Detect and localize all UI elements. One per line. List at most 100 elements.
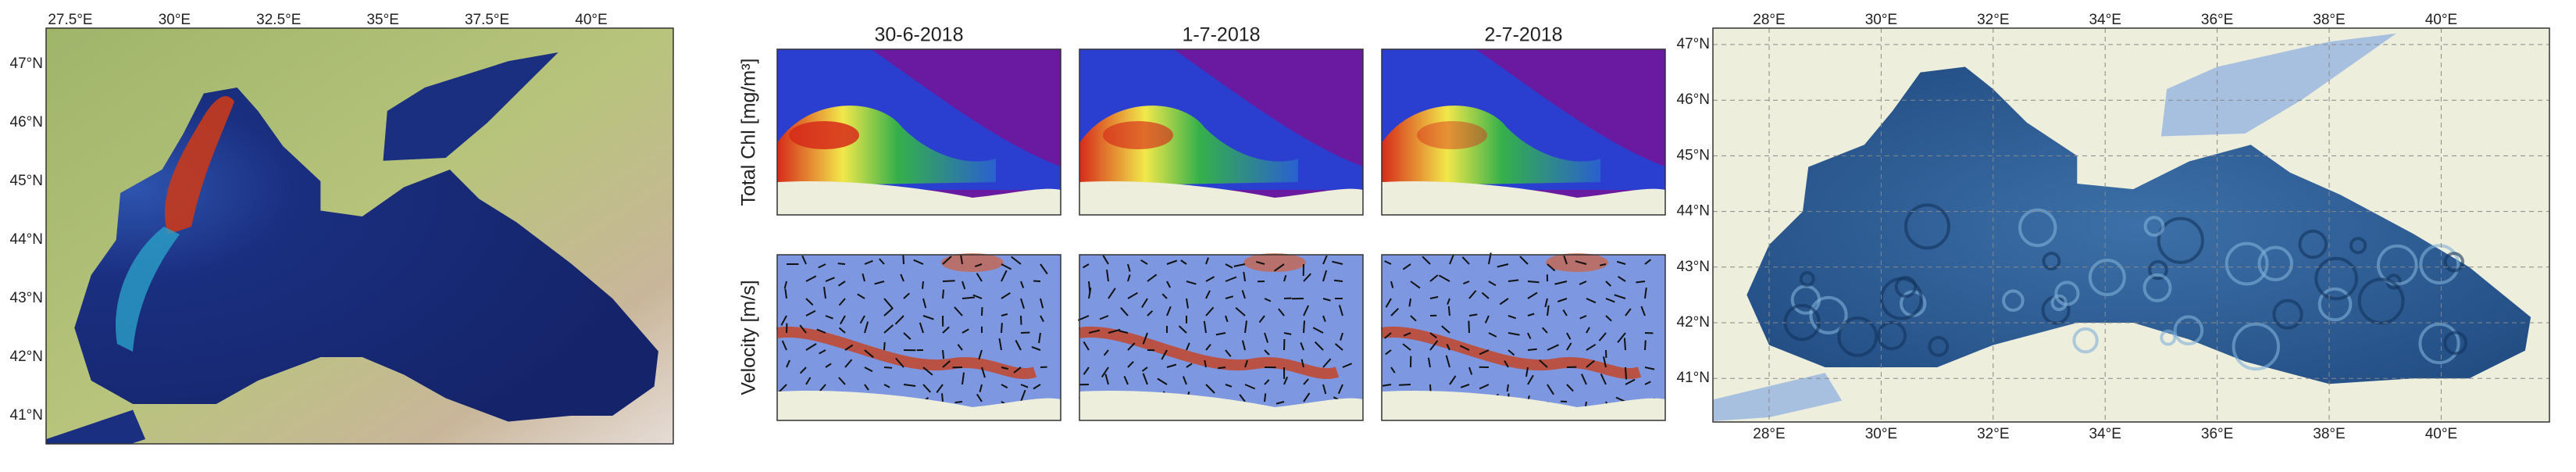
velocity-arrow xyxy=(823,286,826,299)
sea xyxy=(383,52,558,161)
velocity-arrow xyxy=(1390,367,1396,374)
chl-plume xyxy=(1382,105,1600,186)
velocity-arrow xyxy=(1384,260,1392,265)
velocity-arrow xyxy=(1243,271,1246,282)
x-tick-label: 34°E xyxy=(2089,12,2121,28)
velocity-arrow xyxy=(1225,276,1237,282)
vel-jet xyxy=(1078,326,1340,380)
velocity-arrow xyxy=(1525,367,1529,377)
eddy xyxy=(2376,244,2418,286)
velocity-arrow xyxy=(954,306,963,316)
velocity-arrow xyxy=(1385,349,1392,356)
row-label: Velocity [m/s] xyxy=(738,280,760,395)
y-tick-label: 47°N xyxy=(1677,36,1710,52)
x-tick-label: 30°E xyxy=(159,12,191,28)
eddy xyxy=(2072,327,2099,354)
date-label: 30-6-2018 xyxy=(875,24,964,46)
y-tick-label: 42°N xyxy=(1677,314,1710,331)
velocity-arrow xyxy=(1001,313,1008,316)
velocity-arrow xyxy=(1539,359,1548,368)
land xyxy=(1382,181,1665,215)
velocity-arrow xyxy=(883,341,886,351)
vel-hot xyxy=(1546,253,1608,272)
velocity-arrow xyxy=(1244,359,1248,368)
velocity-arrow xyxy=(1479,384,1490,390)
velocity-arrow xyxy=(825,277,835,282)
velocity-arrow xyxy=(1001,367,1009,370)
eddy xyxy=(2042,252,2061,271)
velocity-arrow xyxy=(1566,332,1572,340)
eddy xyxy=(2418,322,2460,365)
x-tick-label: 27.5°E xyxy=(48,12,92,28)
velocity-arrow xyxy=(894,315,904,325)
frame xyxy=(45,27,674,445)
velocity-arrow xyxy=(1507,279,1519,282)
eddy xyxy=(2002,289,2025,313)
velocity-arrow xyxy=(816,328,826,334)
y-tick-label: 42°N xyxy=(10,349,43,365)
velocity-arrow xyxy=(838,377,846,385)
velocity-arrow xyxy=(1180,259,1187,265)
velocity-arrow xyxy=(1644,287,1647,299)
velocity-arrow xyxy=(1119,330,1129,334)
velocity-arrow xyxy=(1544,298,1548,308)
velocity-arrow xyxy=(976,273,983,282)
velocity-arrow xyxy=(1390,307,1400,316)
velocity-arrow xyxy=(1625,308,1632,316)
y-tick-label: 46°N xyxy=(1677,91,1710,108)
velocity-arrow xyxy=(780,315,787,326)
velocity-arrow xyxy=(1636,281,1646,284)
velocity-arrow xyxy=(1001,263,1012,270)
velocity-arrow xyxy=(1244,384,1256,390)
velocity-arrow xyxy=(805,309,816,316)
velocity-arrow xyxy=(1566,384,1574,392)
velocity-arrow xyxy=(936,384,944,393)
velocity-arrow xyxy=(1186,342,1190,351)
velocity-arrow xyxy=(840,315,846,325)
y-tick-label: 47°N xyxy=(10,55,43,72)
velocity-arrow xyxy=(1429,274,1439,282)
eddy xyxy=(2050,294,2068,312)
velocity-arrow xyxy=(1586,359,1595,368)
velocity-arrow xyxy=(1566,342,1572,351)
velocity-arrow xyxy=(783,281,787,289)
velocity-arrow xyxy=(837,281,846,287)
velocity-arrow xyxy=(1020,389,1026,402)
velocity-arrow xyxy=(1040,263,1048,275)
velocity-arrow xyxy=(978,349,983,360)
velocity-arrow xyxy=(942,289,944,299)
velocity-arrow xyxy=(922,281,924,289)
frame xyxy=(776,48,1061,216)
velocity-arrow xyxy=(874,281,885,285)
velocity-arrow xyxy=(1106,269,1109,282)
velocity-arrow xyxy=(1615,396,1626,402)
map-body xyxy=(1713,28,2549,422)
velocity-arrow xyxy=(1459,345,1470,351)
sea xyxy=(1746,66,2531,384)
velocity-arrow xyxy=(1586,327,1590,334)
velocity-arrow xyxy=(1507,349,1515,356)
velocity-arrow xyxy=(974,263,983,268)
velocity-arrow xyxy=(1099,315,1109,320)
velocity-arrow xyxy=(1303,378,1309,385)
velocity-arrow xyxy=(805,377,812,385)
velocity-arrow xyxy=(1385,298,1392,308)
velocity-arrow xyxy=(1527,348,1537,351)
velocity-arrow xyxy=(981,367,986,378)
velocity-arrow xyxy=(1445,355,1450,368)
velocity-arrow xyxy=(942,326,950,334)
x-tick-label: 36°E xyxy=(2201,426,2233,442)
velocity-arrow xyxy=(1166,363,1177,368)
velocity-arrow xyxy=(1276,401,1285,405)
velocity-arrow xyxy=(1547,344,1559,351)
velocity-arrow xyxy=(1031,345,1041,351)
velocity-arrow xyxy=(1506,384,1509,392)
velocity-arrow xyxy=(1342,363,1352,368)
velocity-arrow xyxy=(864,367,873,373)
velocity-arrow xyxy=(1410,281,1421,289)
x-tick-label: 40°E xyxy=(575,12,607,28)
velocity-arrow xyxy=(1203,320,1207,334)
velocity-arrow xyxy=(1088,287,1092,299)
x-tick-label: 37.5°E xyxy=(465,12,509,28)
